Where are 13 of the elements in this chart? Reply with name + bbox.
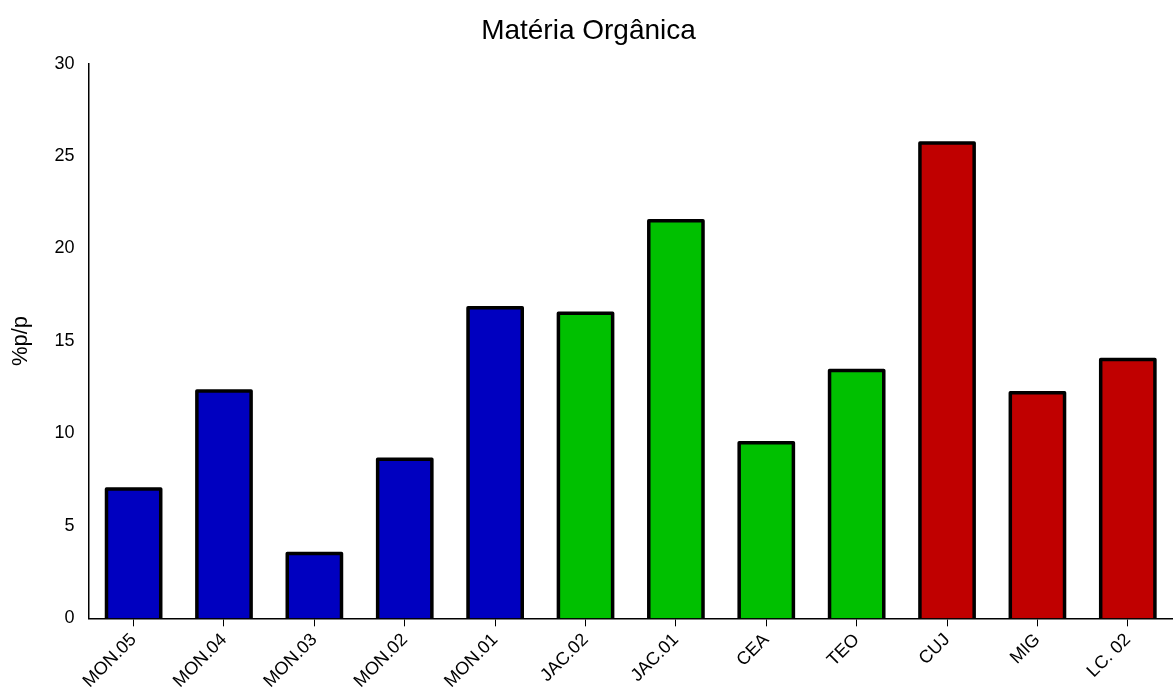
y-tick-label: 10 (54, 422, 75, 443)
x-tick-label: CEA (732, 629, 773, 670)
y-tick-label: 15 (54, 329, 75, 350)
y-tick-label: 0 (64, 607, 75, 628)
x-tick-label: TEO (822, 629, 864, 670)
y-tick-label: 30 (54, 52, 75, 73)
y-tick-label: 25 (54, 145, 75, 166)
chart-title: Matéria Orgânica (481, 13, 697, 45)
y-tick-label: 20 (54, 237, 75, 258)
x-tick-label: MIG (1005, 629, 1044, 668)
y-axis-title: %p/p (7, 315, 33, 367)
x-tick-label: LC. 02 (1082, 629, 1135, 681)
y-tick-label: 5 (64, 514, 75, 535)
